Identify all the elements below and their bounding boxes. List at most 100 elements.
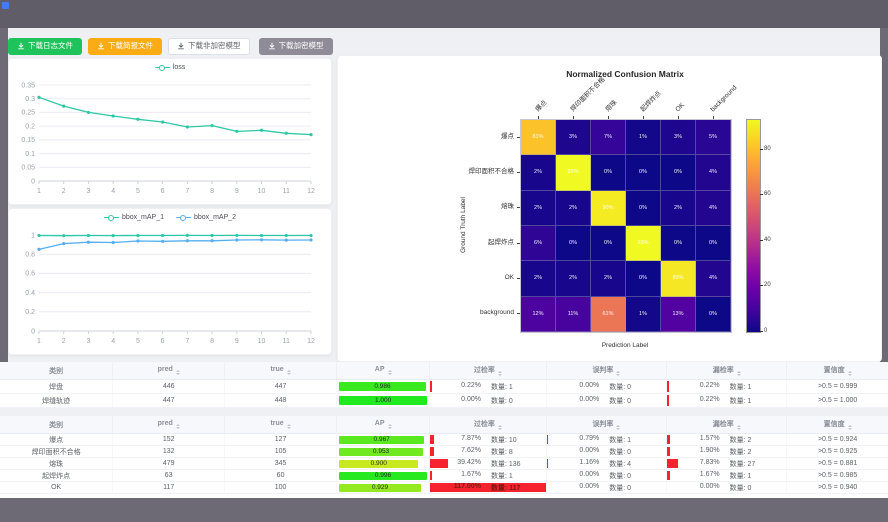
loss-chart: 00.050.10.150.20.250.30.351 2 3 4 5 6 7 8 9 10 11 1…	[21, 82, 315, 195]
over-rate-bar	[430, 459, 449, 468]
svg-text:0.2: 0.2	[25, 123, 35, 130]
legend-label: loss	[172, 64, 186, 71]
matrix-cell: 0%	[626, 261, 661, 297]
col-header-pred[interactable]: pred	[112, 362, 226, 380]
matrix-cell: 2%	[661, 190, 696, 226]
svg-text:0.3: 0.3	[25, 96, 35, 103]
miss-rate-count: 数量: 2	[729, 448, 752, 456]
colorbar-tick-label: 0	[764, 328, 768, 334]
colorbar-tick	[759, 194, 763, 196]
metrics-tables-section: 类别 pred true AP 过检率 误判率 漏检率 置信度 焊盘 446 447 0.986 0.2…	[0, 362, 888, 498]
sort-caret-icon[interactable]	[847, 370, 852, 377]
misjudge-rate-text: 0.00% 数量: 0	[547, 382, 667, 392]
download-icon	[177, 42, 185, 50]
over-rate-text: 7.87% 数量: 10	[430, 435, 545, 445]
col-header-over-rate[interactable]: 过检率	[429, 416, 547, 434]
metrics-table: 类别 pred true AP 过检率 误判率 漏检率 置信度 焊盘 446 447 0.986 0.2…	[0, 362, 888, 408]
sort-caret-icon[interactable]	[736, 370, 741, 377]
col-header-true[interactable]: true	[224, 416, 338, 434]
svg-text:1: 1	[31, 232, 35, 239]
matrix-tick	[517, 313, 520, 315]
col-header-ap[interactable]: AP	[336, 362, 431, 380]
over-rate-count: 数量: 1	[490, 472, 513, 480]
download-report-button[interactable]: 下载简报文件	[88, 37, 162, 55]
col-header-miss-rate[interactable]: 漏检率	[666, 416, 788, 434]
over-rate-count: 数量: 136	[490, 460, 521, 468]
table-body: 爆点 152 127 0.967 7.87% 数量: 10 0.79% 数量: 1 1.57% 数…	[0, 433, 888, 494]
colorbar-tick	[759, 148, 763, 150]
svg-text:0.35: 0.35	[21, 82, 35, 89]
misjudge-rate-cell: 1.16% 数量: 4	[546, 458, 667, 469]
legend-label: bbox_mAP_1	[121, 214, 164, 221]
header-row: 类别 pred true AP 过检率 误判率 漏检率 置信度	[0, 416, 888, 434]
sort-caret-icon[interactable]	[847, 424, 852, 431]
sort-caret-icon[interactable]	[286, 369, 291, 376]
cell-over-rate: 0.22% 数量: 1	[429, 379, 547, 394]
col-header-over-rate[interactable]: 过检率	[429, 362, 547, 380]
cell-true: 127	[224, 433, 338, 446]
over-rate-bar	[430, 483, 546, 492]
sort-caret-icon[interactable]	[497, 370, 502, 377]
svg-text:9: 9	[235, 188, 239, 195]
col-header-confidence[interactable]: 置信度	[786, 362, 888, 380]
sort-caret-icon[interactable]	[286, 423, 291, 430]
sort-caret-icon[interactable]	[616, 370, 621, 377]
cell-misjudge-rate: 0.00% 数量: 0	[546, 445, 668, 458]
misjudge-rate-text: 1.16% 数量: 4	[547, 459, 667, 469]
matrix-col-label: 焊印面积不合格	[568, 76, 606, 114]
col-header-ap[interactable]: AP	[336, 416, 431, 434]
col-header-misjudge-rate[interactable]: 误判率	[546, 416, 668, 434]
sort-desc-icon	[387, 373, 392, 376]
svg-text:11: 11	[283, 188, 290, 195]
matrix-cell-value: 90%	[602, 204, 614, 211]
col-header-confidence[interactable]: 置信度	[786, 416, 888, 434]
matrix-cell: 0%	[696, 296, 731, 332]
over-rate-text: 1.67% 数量: 1	[430, 471, 545, 481]
sort-asc-icon	[736, 370, 741, 373]
download-encrypted-model-button[interactable]: 下载加密模型	[258, 37, 333, 55]
matrix-cell: 4%	[696, 261, 731, 297]
col-header-miss-rate[interactable]: 漏检率	[666, 362, 788, 380]
confusion-matrix: Ground Truth Label Prediction Label 81% 3…	[338, 56, 881, 361]
sort-caret-icon[interactable]	[616, 424, 621, 431]
download-unencrypted-model-button[interactable]: 下载非加密模型	[168, 37, 250, 55]
col-header-misjudge-rate[interactable]: 误判率	[546, 362, 668, 380]
matrix-cell-value: 2%	[569, 204, 577, 211]
sort-caret-icon[interactable]	[175, 423, 180, 430]
cell-true: 345	[224, 457, 338, 470]
matrix-col-label: OK	[673, 101, 686, 114]
matrix-row-label: 焊印面积不合格	[468, 168, 515, 175]
matrix-cell-value: 2%	[534, 169, 542, 176]
matrix-cell-value: 11%	[567, 310, 579, 317]
matrix-cell: 93%	[556, 155, 591, 191]
ap-bar: 0.986	[339, 382, 426, 391]
sort-caret-icon[interactable]	[175, 369, 180, 376]
legend-item-loss[interactable]: loss	[154, 64, 186, 71]
misjudge-rate-text: 0.00% 数量: 0	[547, 483, 667, 493]
col-header-true[interactable]: true	[224, 362, 338, 380]
cell-pred: 152	[112, 433, 226, 446]
legend-marker-icon	[103, 214, 119, 221]
over-rate-cell: 117.00% 数量: 117	[430, 482, 546, 493]
matrix-row-label: 爆点	[501, 132, 514, 140]
matrix-cell: 0%	[556, 225, 591, 262]
matrix-cell: 0%	[591, 225, 626, 262]
miss-rate-bar	[667, 381, 669, 392]
miss-rate-count: 数量: 2	[729, 436, 752, 444]
legend-item-bbox_mAP_1[interactable]: bbox_mAP_1	[103, 214, 164, 221]
download-log-button[interactable]: 下载日志文件	[8, 37, 82, 55]
legend-item-bbox_mAP_2[interactable]: bbox_mAP_2	[176, 214, 236, 221]
miss-rate-cell: 0.00% 数量: 0	[667, 482, 786, 493]
sort-caret-icon[interactable]	[736, 424, 741, 431]
cell-miss-rate: 1.67% 数量: 1	[666, 469, 788, 482]
miss-rate-bar	[667, 447, 671, 456]
sort-caret-icon[interactable]	[387, 423, 392, 430]
sort-desc-icon	[175, 373, 180, 376]
sort-caret-icon[interactable]	[497, 424, 502, 431]
sort-asc-icon	[497, 424, 502, 427]
cell-pred: 446	[112, 379, 226, 394]
sort-caret-icon[interactable]	[387, 369, 392, 376]
cell-true: 447	[224, 379, 338, 394]
col-header-pred[interactable]: pred	[112, 416, 226, 434]
